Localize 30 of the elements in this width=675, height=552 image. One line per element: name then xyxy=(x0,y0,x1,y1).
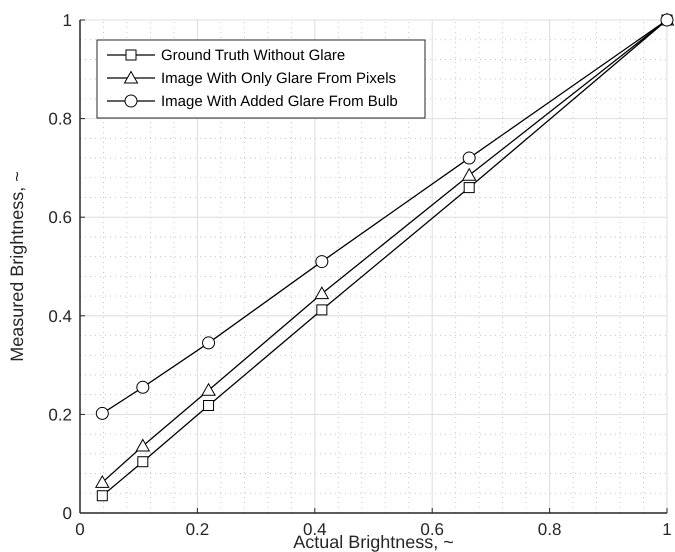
point xyxy=(96,490,108,502)
point xyxy=(464,182,475,194)
point xyxy=(462,168,476,181)
point xyxy=(316,304,328,316)
x-tick-label: 0.8 xyxy=(538,520,562,539)
point xyxy=(136,438,150,452)
point xyxy=(314,286,329,300)
x-tick-label: 1 xyxy=(662,520,672,539)
point xyxy=(137,456,148,468)
x-tick-label: 0.2 xyxy=(186,520,210,539)
legend-label: Image With Only Glare From Pixels xyxy=(161,70,396,87)
point xyxy=(136,380,150,394)
y-tick-label: 0.2 xyxy=(48,405,72,424)
point xyxy=(203,400,214,412)
x-tick-label: 0 xyxy=(75,520,85,539)
point xyxy=(96,406,109,420)
point xyxy=(202,383,216,396)
point xyxy=(202,336,216,350)
y-tick-label: 0.4 xyxy=(48,306,72,326)
y-tick-label: 0 xyxy=(62,504,72,523)
point xyxy=(95,475,110,488)
legend-label: Ground Truth Without Glare xyxy=(161,47,346,64)
point xyxy=(462,152,476,165)
point xyxy=(315,255,328,268)
legend-label: Image With Added Glare From Bulb xyxy=(161,93,398,110)
x-tick-label: 0.6 xyxy=(420,520,444,539)
y-tick-label: 0.6 xyxy=(48,208,72,228)
y-tick-label: 1 xyxy=(62,11,72,30)
y-tick-label: 0.8 xyxy=(48,110,72,129)
y-axis-title: Measured Brightness, ~ xyxy=(7,171,27,362)
